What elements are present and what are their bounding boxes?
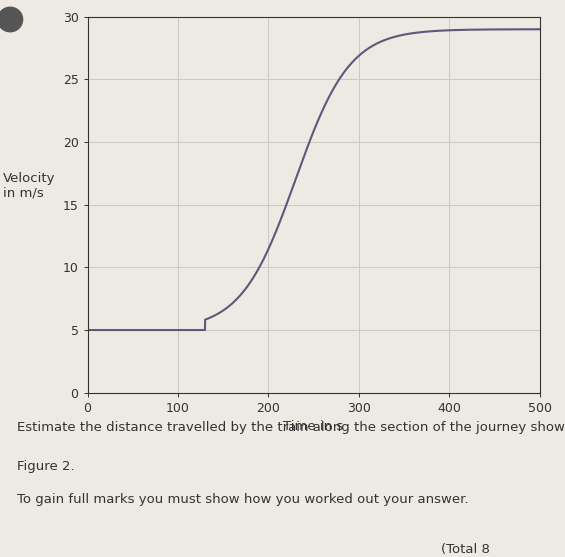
Text: Estimate the distance travelled by the train along the section of the journey sh: Estimate the distance travelled by the t… [17, 421, 565, 433]
Text: Velocity
in m/s: Velocity in m/s [3, 172, 55, 200]
X-axis label: Time in s: Time in s [284, 421, 344, 433]
Text: (Total 8: (Total 8 [441, 543, 490, 556]
Text: To gain full marks you must show how you worked out your answer.: To gain full marks you must show how you… [17, 493, 468, 506]
Text: Figure 2.: Figure 2. [17, 460, 75, 472]
